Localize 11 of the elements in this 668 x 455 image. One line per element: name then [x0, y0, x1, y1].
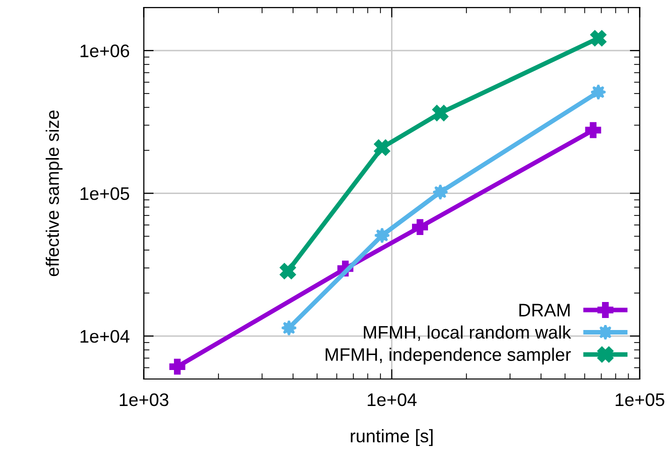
x-tick-label: 1e+04	[368, 393, 417, 406]
y-tick-label: 1e+06	[80, 44, 130, 58]
x-tick-label: 1e+03	[120, 393, 168, 406]
x-axis-title: runtime [s]	[350, 429, 433, 446]
legend-label: DRAM	[519, 304, 570, 316]
y-tick-label: 1e+05	[80, 187, 130, 200]
legend-label: MFMH, independence sampler	[326, 348, 571, 365]
y-axis-title: effective sample size	[46, 110, 63, 276]
legend-label: MFMH, local random walk	[364, 325, 572, 341]
y-tick-label: 1e+04	[80, 330, 130, 343]
x-tick-label: 1e+05	[616, 393, 664, 406]
